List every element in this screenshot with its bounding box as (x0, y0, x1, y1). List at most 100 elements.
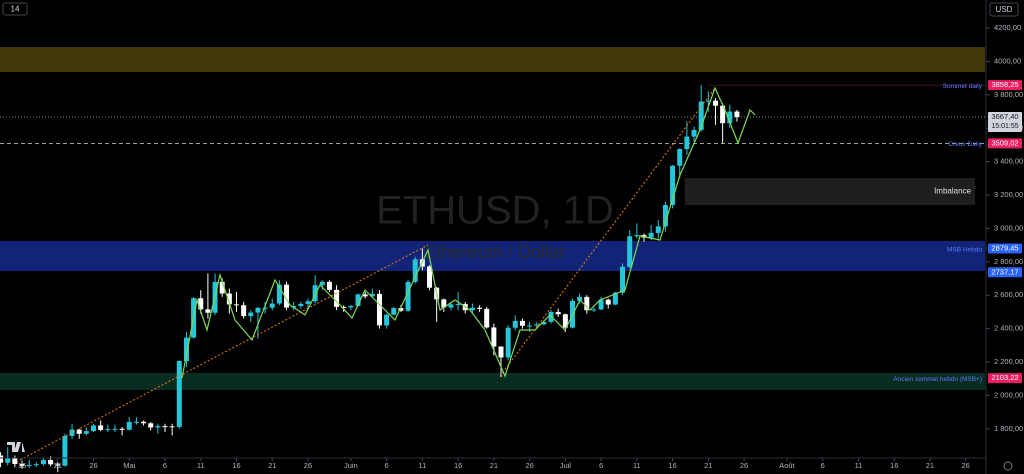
price-tag-label: 3858,25 (991, 80, 1018, 89)
level-name: Sommet daily (943, 83, 983, 90)
zone (0, 47, 985, 72)
candle-body (305, 301, 311, 304)
y-tick-label: 3 400,00 (994, 157, 1023, 166)
candle-body (677, 149, 683, 166)
candle-body (662, 205, 668, 227)
candle-body (541, 321, 547, 325)
price-tag (988, 267, 1022, 278)
level-name: Creux Daily (948, 141, 982, 148)
candle-body (577, 296, 583, 301)
candle-body (176, 360, 182, 427)
y-tick-label: 4000,00 (994, 56, 1021, 65)
x-tick-label: 26 (962, 461, 970, 470)
candle-body (627, 236, 633, 267)
settings-icon[interactable] (1003, 461, 1013, 471)
x-tick-label: 21 (268, 461, 276, 470)
candle-body (720, 105, 726, 124)
logo (7, 442, 25, 452)
zone (0, 240, 985, 271)
candle-body (620, 266, 626, 293)
candle-body (491, 327, 497, 347)
candle-body (341, 306, 347, 308)
candle-body (691, 129, 697, 137)
candle-body (148, 423, 154, 428)
candle-body (98, 425, 104, 430)
price-tag (988, 243, 1022, 254)
candle-body (584, 296, 590, 311)
x-tick-label: 11 (197, 461, 205, 470)
candle-body (62, 435, 68, 466)
x-tick-label: Août (779, 461, 795, 470)
candle-body (369, 293, 375, 297)
candle-body (655, 226, 661, 233)
countdown: 15:01:55 (991, 123, 1018, 130)
x-tick-label: 16 (18, 461, 26, 470)
zone (0, 373, 985, 391)
price-tag (988, 138, 1022, 149)
currency[interactable]: USD (996, 5, 1013, 14)
x-tick-label: 11 (418, 461, 426, 470)
price-tag-label: 2737,17 (991, 267, 1018, 276)
axes: 1 800,00 2 000,00 2 200,00 2 400,00 2 600,00… (18, 23, 1023, 470)
candle-body (126, 421, 132, 430)
x-tick-label: 21 (926, 461, 934, 470)
price-tag-label: 2879,45 (991, 244, 1018, 253)
candle-body (48, 460, 54, 465)
x-tick-label: 16 (668, 461, 676, 470)
candles (0, 85, 740, 473)
y-tick-label: 2 600,00 (994, 290, 1023, 299)
level-name: Ancien sommet hebdo (MSB+) (893, 376, 982, 383)
candle-body (162, 426, 168, 428)
candle-body (83, 431, 89, 434)
candle-body (355, 294, 361, 306)
y-tick-label: 3 200,00 (994, 190, 1023, 199)
candle-body (226, 293, 232, 305)
candle-body (612, 292, 618, 305)
candle-body (326, 281, 332, 290)
candle-body (548, 311, 554, 322)
candle-body (398, 308, 404, 311)
x-tick-label: 16 (232, 461, 240, 470)
x-tick-label: 6 (385, 461, 389, 470)
price-tag (988, 80, 1022, 91)
y-tick-label: 1 800,00 (994, 424, 1023, 433)
candle-body (105, 428, 111, 430)
candle-body (512, 320, 518, 328)
zone (684, 177, 975, 206)
x-tick-label: 21 (54, 461, 62, 470)
interval-badge[interactable]: 14 (11, 5, 20, 14)
candle-body (562, 314, 568, 328)
x-tick-label: 6 (599, 461, 603, 470)
candle-body (219, 281, 225, 294)
candle-body (670, 165, 676, 206)
candle-body (205, 309, 211, 313)
x-tick-label: 6 (163, 461, 167, 470)
candle-body (169, 426, 175, 428)
candle-body (712, 100, 718, 106)
x-tick-label: Mai (123, 461, 135, 470)
trend-line (19, 244, 429, 461)
candle-body (12, 458, 18, 465)
x-tick-label: 16 (454, 461, 462, 470)
candle-body (734, 111, 740, 118)
candle-body (684, 136, 690, 150)
y-tick-label: 2 000,00 (994, 390, 1023, 399)
candle-body (183, 337, 189, 361)
candle-body (519, 320, 525, 326)
candle-body (348, 305, 354, 308)
candle-body (91, 425, 97, 432)
candle-body (391, 308, 397, 315)
y-tick-label: 3 800,00 (994, 90, 1023, 99)
candle-body (312, 285, 318, 302)
interval-box[interactable] (2, 2, 28, 16)
candle-body (705, 100, 711, 102)
candle-body (155, 426, 161, 428)
currency-box[interactable] (989, 2, 1019, 17)
candle-body (76, 429, 82, 434)
candle-body (384, 314, 390, 326)
candle-body (527, 325, 533, 327)
candle-body (319, 281, 325, 286)
candle-body (727, 111, 733, 124)
candle-body (55, 464, 61, 466)
